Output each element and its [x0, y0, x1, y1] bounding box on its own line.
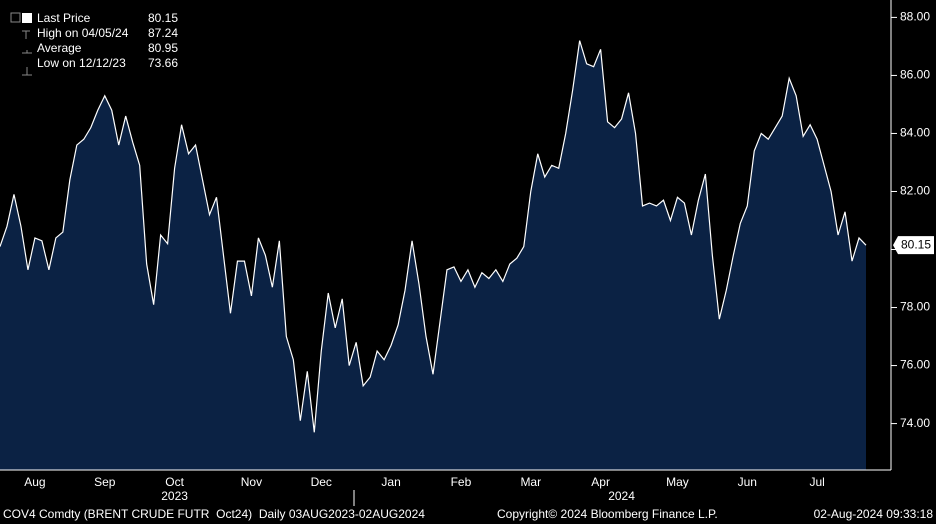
legend-value: 80.15: [148, 11, 178, 25]
x-tick-label: Nov: [241, 475, 262, 489]
legend-icons: [22, 30, 32, 76]
legend-toggle[interactable]: [10, 12, 21, 23]
area: [0, 40, 866, 471]
y-tick-label: 78.00: [900, 300, 930, 314]
year-label: 2023: [161, 489, 188, 503]
legend-label: Average: [37, 41, 82, 55]
x-tick-label: Dec: [311, 475, 332, 489]
y-tick-label: 74.00: [900, 416, 930, 430]
legend: Last Price 80.15 High on 04/05/24 87.24 Aver…: [37, 11, 178, 70]
last-price-label: 80.15: [901, 237, 931, 251]
y-tick-label: 76.00: [900, 358, 930, 372]
line: [0, 40, 867, 433]
x-tick-label: Sep: [94, 475, 116, 489]
footer-left: COV4 Comdty (BRENT CRUDE FUTR Oct24) Dai…: [3, 507, 425, 521]
legend-label: Low on 12/12/23: [37, 56, 126, 70]
x-tick-label: Oct: [165, 475, 184, 489]
plot-area: [0, 40, 867, 471]
x-tick-label: Feb: [451, 475, 472, 489]
y-tick-label: 88.00: [900, 10, 930, 24]
legend-swatch: [22, 13, 32, 23]
x-tick-label: Jun: [738, 475, 757, 489]
footer-center: Copyright© 2024 Bloomberg Finance L.P.: [497, 507, 718, 521]
y-tick-label: 86.00: [900, 68, 930, 82]
legend-value: 80.95: [148, 41, 178, 55]
x-tick-label: Aug: [24, 475, 45, 489]
footer: COV4 Comdty (BRENT CRUDE FUTR Oct24) Dai…: [3, 507, 933, 521]
x-tick-label: Jul: [809, 475, 824, 489]
legend-label: Last Price: [37, 11, 91, 25]
x-tick-label: May: [666, 475, 689, 489]
x-tick-label: Apr: [591, 475, 610, 489]
legend-label: High on 04/05/24: [37, 26, 129, 40]
x-tick-label: Jan: [381, 475, 400, 489]
y-tick-label: 82.00: [900, 184, 930, 198]
y-tick-label: 84.00: [900, 126, 930, 140]
year-label: 2024: [608, 489, 635, 503]
legend-value: 87.24: [148, 26, 178, 40]
x-tick-label: Mar: [520, 475, 541, 489]
legend-value: 73.66: [148, 56, 178, 70]
legend-box: [2, 6, 188, 78]
last-price-tag: [893, 236, 934, 255]
footer-right: 02-Aug-2024 09:33:18: [814, 507, 934, 521]
